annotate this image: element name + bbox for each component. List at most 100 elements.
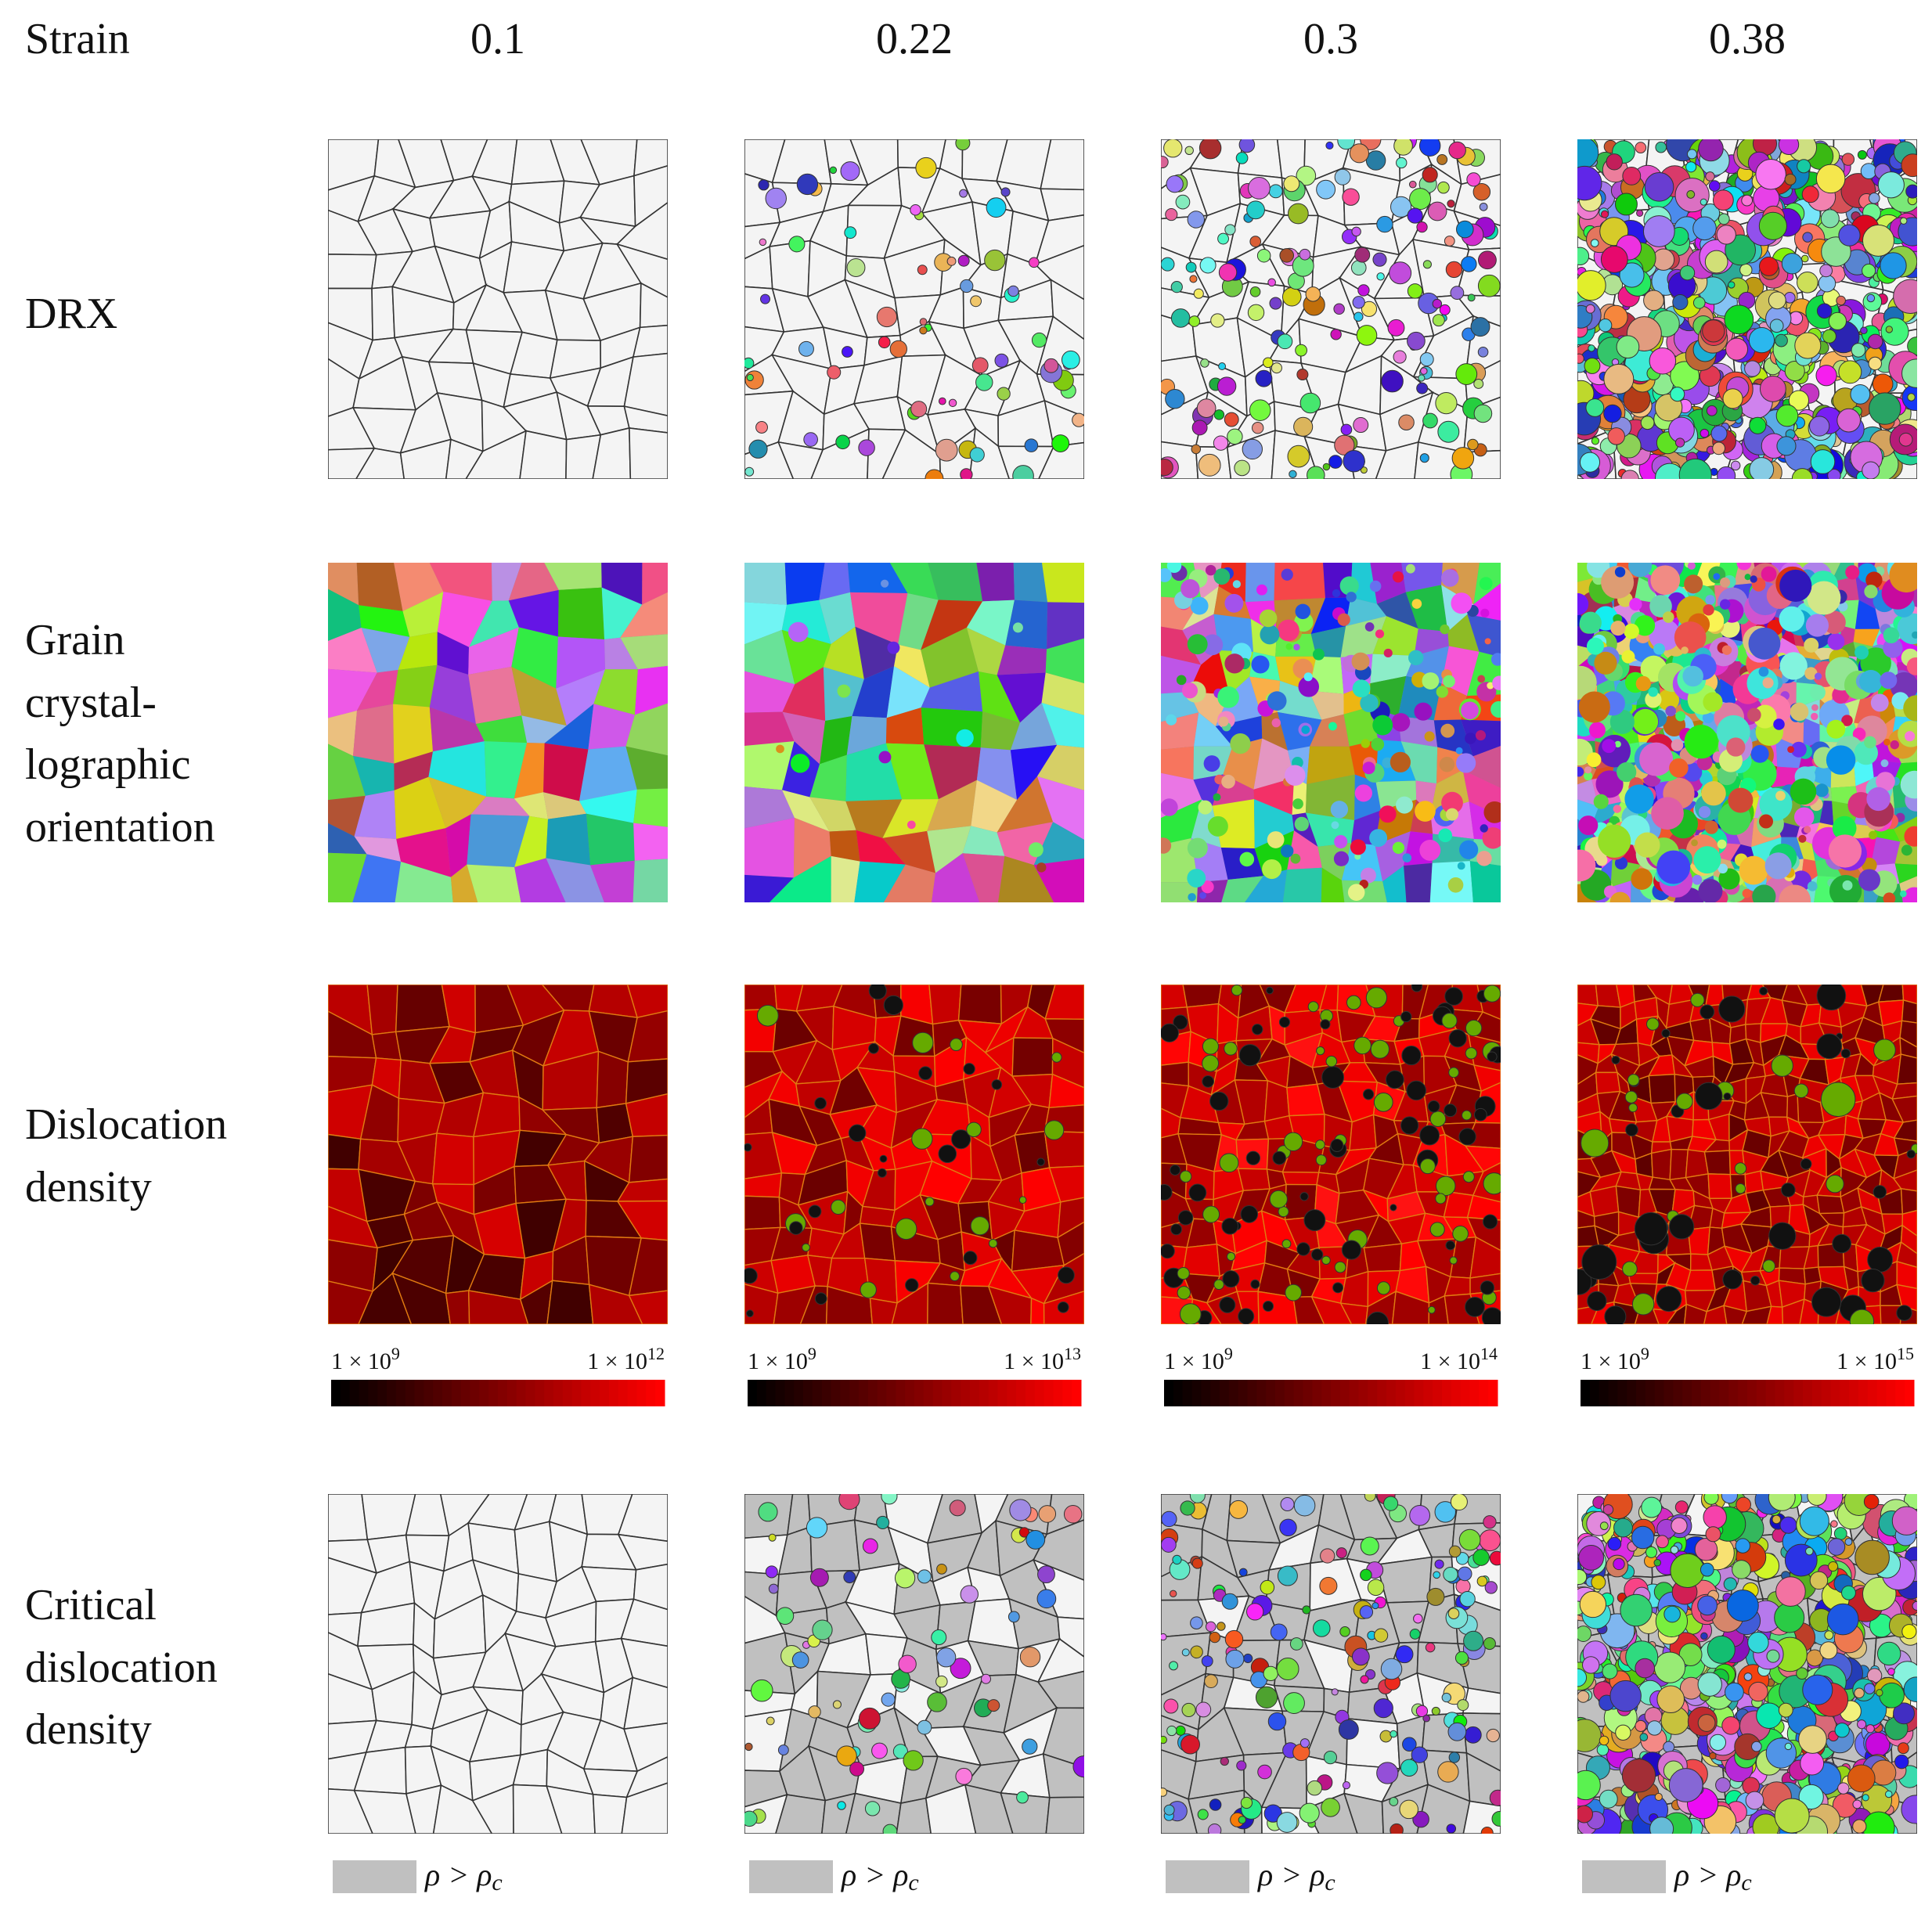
drx-grain — [1281, 568, 1293, 581]
grain — [399, 438, 452, 479]
grain — [1044, 985, 1084, 1020]
drx-grain — [1412, 1810, 1429, 1828]
drx-grain — [949, 1500, 966, 1517]
drx-grain — [1320, 1019, 1331, 1030]
drx-grain — [1444, 1104, 1458, 1118]
colorbar-label: 1 × 109 — [748, 1344, 816, 1374]
drx-grain — [788, 621, 809, 643]
colorbar-step — [942, 1380, 952, 1406]
drx-grain — [744, 1143, 752, 1152]
grain — [1036, 776, 1084, 840]
drx-grain — [1598, 824, 1631, 858]
grain — [601, 563, 643, 605]
drx-grain — [959, 189, 968, 198]
grain — [471, 1784, 514, 1834]
drx-grain — [1634, 1212, 1668, 1246]
grain — [1375, 441, 1419, 479]
drx-grain — [1901, 844, 1912, 856]
drx-grain — [827, 365, 842, 380]
drx-grain — [1199, 891, 1206, 899]
grain — [921, 599, 983, 650]
drx-grain — [1481, 1307, 1501, 1324]
colorbar-step — [1062, 1380, 1072, 1406]
drx-grain — [994, 353, 1009, 368]
drx-grain — [1579, 1590, 1607, 1618]
grain — [921, 671, 983, 712]
drx-grain — [1656, 1685, 1685, 1714]
drx-grain — [1293, 643, 1300, 651]
colorbar-step — [1312, 1380, 1322, 1406]
drx-grain — [1832, 1233, 1851, 1254]
colorbar-step — [1636, 1380, 1646, 1406]
drx-grain — [1837, 1782, 1850, 1795]
drx-grain — [1715, 1777, 1731, 1793]
drx-grain — [1801, 185, 1819, 203]
colorbar-step — [470, 1380, 480, 1406]
drx-grain — [1646, 1017, 1660, 1031]
grain — [883, 864, 936, 902]
drx-grain — [1480, 824, 1488, 833]
drx-grain — [1240, 1796, 1253, 1809]
drx-grain — [1807, 880, 1818, 891]
drx-grain — [1439, 304, 1451, 315]
drx-grain — [1262, 859, 1282, 880]
colorbar-step — [951, 1380, 961, 1406]
drx-grain — [1239, 851, 1255, 867]
grain — [371, 286, 395, 341]
drx-grain — [1800, 1158, 1812, 1170]
grain — [1188, 1789, 1245, 1834]
drx-grain — [1161, 1023, 1180, 1042]
grain — [793, 817, 831, 878]
drx-grain — [1202, 634, 1224, 656]
grain — [1472, 1064, 1501, 1093]
drx-grain — [1180, 579, 1200, 599]
grain — [855, 626, 899, 679]
drx-grain — [1312, 1619, 1331, 1637]
drx-grain — [956, 729, 974, 747]
drx-grain — [1775, 1576, 1806, 1607]
grain — [437, 592, 492, 647]
drx-grain — [1724, 304, 1754, 335]
drx-grain — [1735, 1538, 1750, 1554]
colorbar-step — [1849, 1380, 1859, 1406]
drx-grain — [1316, 179, 1336, 200]
drx-grain — [1416, 221, 1428, 233]
drx-grain — [1457, 862, 1465, 870]
drx-grain — [1393, 350, 1407, 364]
drx-grain — [1443, 1567, 1458, 1582]
grain — [391, 1272, 451, 1324]
drx-grain — [917, 1719, 932, 1735]
drx-grain — [1594, 651, 1617, 675]
drx-grain — [1581, 1656, 1600, 1674]
drx-grain — [1242, 438, 1263, 460]
colorbar-step — [1433, 1380, 1443, 1406]
drx-grain — [1166, 1725, 1177, 1737]
drx-grain — [836, 1745, 857, 1766]
drx-grain — [1372, 252, 1387, 267]
grain — [889, 563, 939, 600]
grain — [971, 779, 1018, 833]
grain — [1893, 1137, 1917, 1157]
drx-grain — [838, 1494, 860, 1510]
grain — [1041, 672, 1084, 715]
grain — [543, 792, 586, 819]
drx-grain — [1622, 1261, 1638, 1277]
drx-grain — [1316, 1046, 1325, 1056]
drx-grain — [1353, 1036, 1372, 1055]
colorbar-step — [516, 1380, 526, 1406]
drx-grain — [1181, 1702, 1196, 1717]
drx-grain — [849, 1761, 865, 1777]
drx-grain — [1779, 652, 1808, 680]
drx-grain — [1815, 365, 1837, 387]
colorbar-step — [1275, 1380, 1285, 1406]
colorbar-step — [1053, 1380, 1063, 1406]
drx-grain — [1457, 1566, 1472, 1582]
colorbar-step — [1617, 1380, 1627, 1406]
drx-grain — [1376, 272, 1385, 281]
grain — [1033, 1519, 1084, 1581]
drx-grain — [1374, 1628, 1389, 1643]
grain — [491, 563, 522, 601]
drx-grain — [1479, 1529, 1501, 1552]
grain — [1377, 592, 1418, 629]
grain — [1245, 869, 1288, 902]
